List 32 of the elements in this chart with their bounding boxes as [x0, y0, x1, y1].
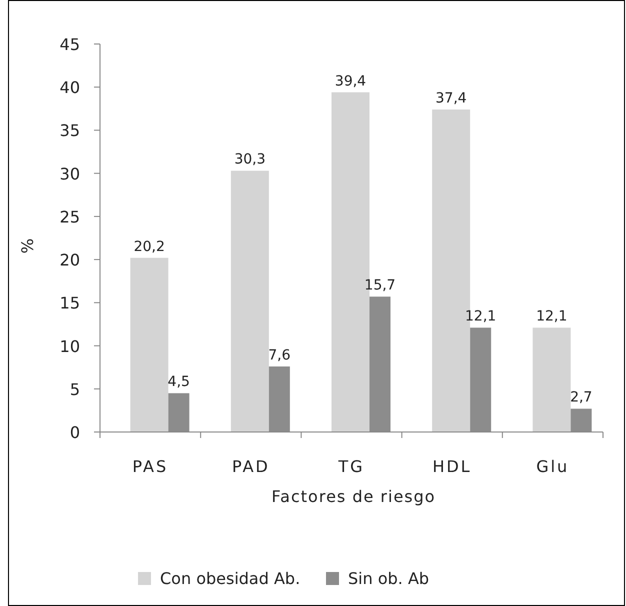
legend-label: Sin ob. Ab — [348, 569, 430, 588]
y-tick-label: 15 — [60, 294, 80, 313]
y-tick-label: 30 — [60, 164, 80, 184]
data-label: 2,7 — [570, 390, 592, 406]
bar — [130, 258, 168, 432]
x-tick-label: HDL — [432, 457, 472, 476]
data-label: 20,2 — [134, 238, 165, 255]
y-tick-label: 45 — [60, 35, 80, 54]
y-tick-label: 20 — [60, 250, 80, 270]
y-tick-label: 25 — [60, 207, 80, 226]
data-label: 7,6 — [268, 347, 291, 364]
x-tick-label: Glu — [536, 457, 570, 476]
data-label: 12,1 — [536, 308, 568, 325]
x-tick-label: TG — [337, 457, 365, 476]
legend-label: Con obesidad Ab. — [160, 569, 300, 588]
x-tick-label: PAS — [132, 457, 168, 476]
bar — [230, 170, 269, 432]
bar — [532, 328, 571, 432]
data-label: 12,1 — [465, 308, 496, 325]
y-tick-label: 0 — [70, 423, 80, 442]
data-label: 39,4 — [334, 73, 366, 90]
data-label: 4,5 — [168, 374, 190, 390]
x-tick-label: PAD — [232, 457, 270, 476]
y-tick-label: 35 — [60, 121, 80, 140]
data-label: 37,4 — [436, 90, 467, 107]
x-axis-title: Factores de riesgo — [271, 487, 436, 506]
y-tick-label: 10 — [60, 336, 80, 356]
y-tick-label: 40 — [60, 78, 80, 98]
y-axis-title: % — [18, 238, 37, 254]
data-label: 15,7 — [364, 278, 396, 294]
y-tick-label: 5 — [70, 380, 80, 399]
data-label: 30,3 — [234, 152, 266, 168]
